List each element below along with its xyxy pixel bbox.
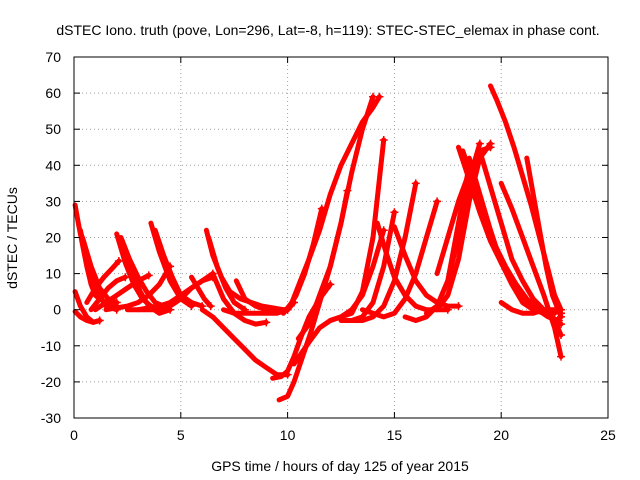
x-tick-label: 20 (493, 427, 509, 443)
series-end-marker (206, 302, 215, 311)
x-tick-label: 15 (387, 427, 403, 443)
series-end-marker (112, 298, 121, 307)
series-end-marker (454, 302, 463, 311)
series-line-46 (524, 155, 564, 320)
y-tick-label: 70 (45, 49, 61, 65)
series-end-marker (114, 256, 123, 265)
y-tick-label: -30 (41, 410, 61, 426)
series-line-22 (233, 278, 291, 313)
y-tick-label: 0 (53, 302, 61, 318)
series-end-marker (326, 280, 335, 289)
y-tick-label: 30 (45, 193, 61, 209)
series-end-marker (557, 352, 566, 361)
series-line-45 (498, 180, 564, 360)
y-tick-label: 50 (45, 121, 61, 137)
series-end-marker (144, 271, 153, 280)
series-line-17 (189, 274, 214, 309)
series-layer (72, 83, 566, 403)
y-tick-label: 40 (45, 157, 61, 173)
y-tick-label: -20 (41, 374, 61, 390)
series-line-28 (295, 188, 350, 342)
series-line-30 (327, 137, 387, 323)
series-line-27 (285, 206, 325, 313)
y-axis-label: dSTEC / TECUs (4, 187, 20, 289)
y-tick-label: -10 (41, 338, 61, 354)
series-end-marker (375, 92, 384, 101)
chart-title: dSTEC Iono. truth (pove, Lon=296, Lat=-8… (56, 22, 599, 38)
series-line-7 (88, 274, 128, 313)
x-tick-label: 5 (177, 427, 185, 443)
series-line-47 (498, 300, 564, 316)
series-end-marker (121, 273, 130, 282)
series-line-20 (210, 271, 269, 327)
y-tick-label: 10 (45, 266, 61, 282)
series-end-marker (262, 318, 271, 327)
series-line-21 (199, 307, 291, 378)
series-end-marker (475, 139, 484, 148)
series-end-marker (557, 309, 566, 318)
series-end-marker (95, 316, 104, 325)
series-line-32 (349, 180, 419, 323)
series-line-12 (103, 263, 173, 313)
series-end-marker (317, 204, 326, 213)
series-end-marker (343, 186, 352, 195)
y-tick-label: 60 (45, 85, 61, 101)
x-tick-label: 10 (280, 427, 296, 443)
series-line-33 (359, 198, 440, 320)
series-end-marker (486, 139, 495, 148)
x-tick-label: 25 (600, 427, 616, 443)
series-end-marker (379, 136, 388, 145)
series-line-11 (92, 272, 152, 313)
series-end-marker (411, 179, 420, 188)
series-end-marker (433, 197, 442, 206)
series-line-14 (152, 227, 205, 309)
series-line-16 (135, 274, 216, 313)
x-tick-label: 0 (70, 427, 78, 443)
y-tick-label: 20 (45, 230, 61, 246)
series-end-marker (390, 208, 399, 217)
series-line-13 (148, 220, 194, 309)
series-line-6 (84, 258, 122, 305)
x-axis-label: GPS time / hours of day 125 of year 2015 (211, 458, 469, 474)
axis-ticks: 0 5 10 15 20 25 -30 -20 -10 0 10 20 30 40 50 60 70 (41, 49, 616, 443)
series-line-35 (391, 224, 461, 309)
series-line-3 (72, 309, 103, 325)
series-line-19 (206, 235, 248, 313)
